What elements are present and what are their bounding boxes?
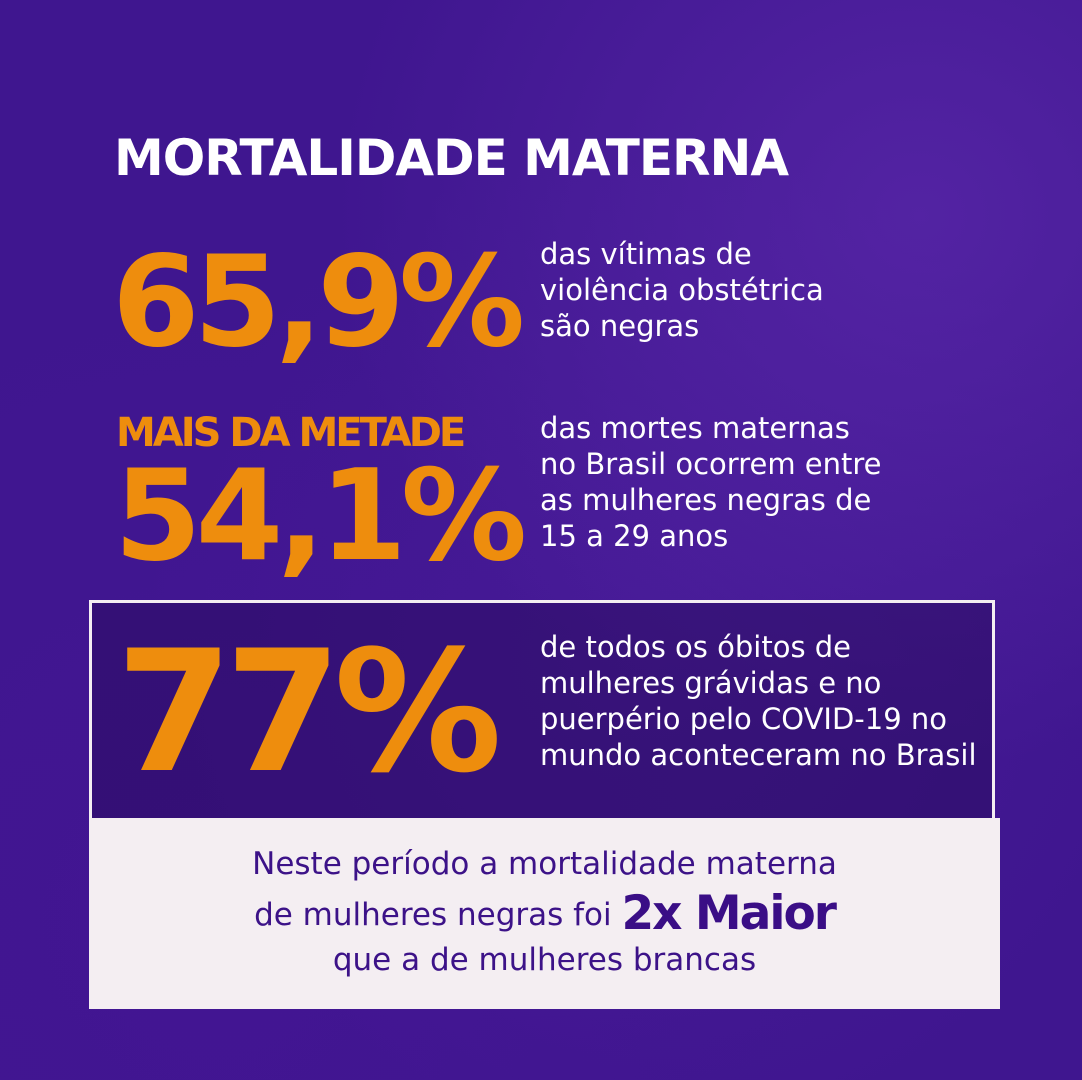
stat-description-obstetric-violence: das vítimas de violência obstétrica são … [540, 236, 824, 344]
description-line: das vítimas de [540, 237, 752, 271]
description-line: 15 a 29 anos [540, 519, 729, 553]
highlight-box-covid [89, 600, 995, 818]
stat-description-covid-deaths: de todos os óbitos de mulheres grávidas … [540, 629, 977, 773]
stat-description-maternal-deaths: das mortes maternas no Brasil ocorrem en… [540, 410, 882, 554]
footer-panel: Neste período a mortalidade materna de m… [89, 818, 1000, 1009]
footer-line-1: Neste período a mortalidade materna [252, 846, 837, 882]
stat-value-covid-deaths: 77% [116, 614, 502, 810]
description-line: das mortes maternas [540, 411, 850, 445]
description-line: mulheres grávidas e no [540, 666, 882, 700]
description-line: no Brasil ocorrem entre [540, 447, 882, 481]
description-line: são negras [540, 309, 700, 343]
description-line: puerpério pelo COVID-19 no [540, 702, 948, 736]
description-line: as mulheres negras de [540, 483, 872, 517]
footer-line-3: que a de mulheres brancas [332, 942, 757, 978]
footer-line-2-text: de mulheres negras foi [254, 897, 622, 933]
description-line: de todos os óbitos de [540, 630, 852, 664]
stat-prefix-more-than-half: MAIS DA METADE [116, 410, 466, 456]
description-line: violência obstétrica [540, 273, 824, 307]
description-line: mundo aconteceram no Brasil [540, 738, 977, 772]
footer-emphasis: 2x Maior [621, 886, 836, 941]
page-title: MORTALIDADE MATERNA [114, 129, 789, 187]
stat-value-maternal-deaths: 54,1% [114, 442, 527, 589]
footer-line-2: de mulheres negras foi 2x Maior [89, 890, 1000, 937]
stat-value-obstetric-violence: 65,9% [112, 228, 525, 375]
